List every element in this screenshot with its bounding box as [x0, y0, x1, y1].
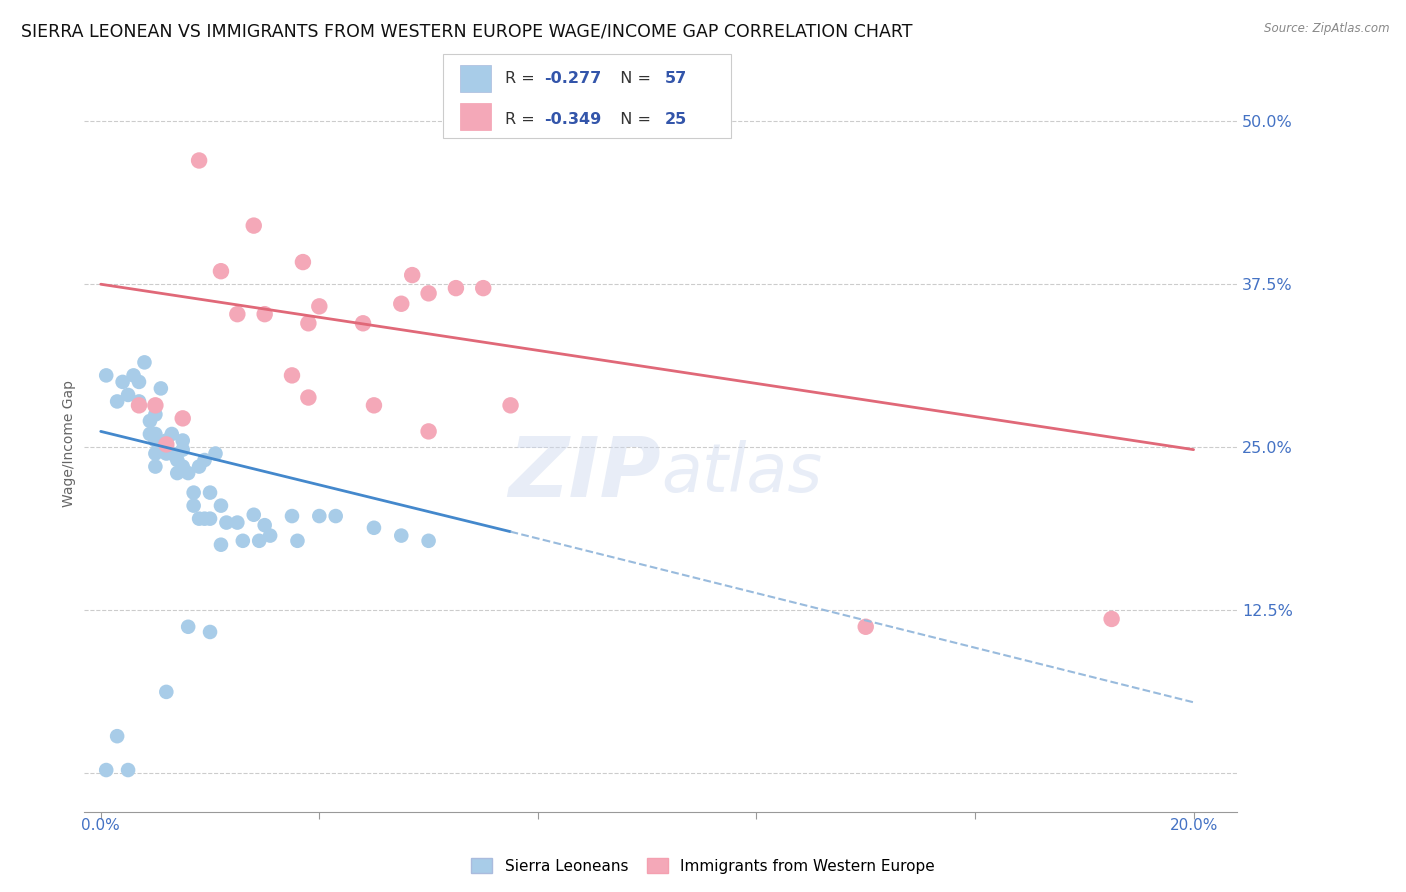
Point [1101, 612, 1123, 626]
Point [128, 375, 150, 389]
Point [215, 516, 238, 530]
Point [855, 620, 877, 634]
Text: R =: R = [505, 112, 540, 128]
Text: SIERRA LEONEAN VS IMMIGRANTS FROM WESTERN EUROPE WAGE/INCOME GAP CORRELATION CHA: SIERRA LEONEAN VS IMMIGRANTS FROM WESTER… [21, 22, 912, 40]
Point [139, 427, 162, 442]
Point [128, 398, 150, 412]
Point [363, 398, 385, 412]
Text: atlas: atlas [661, 441, 823, 506]
Point [172, 442, 194, 457]
Point [247, 533, 270, 548]
Point [183, 485, 205, 500]
Point [281, 509, 304, 524]
Point [139, 414, 162, 428]
Point [172, 459, 194, 474]
Point [281, 368, 304, 383]
Point [134, 355, 156, 369]
Point [160, 446, 183, 460]
Text: 25: 25 [665, 112, 688, 128]
Point [172, 411, 194, 425]
Point [363, 521, 385, 535]
Point [193, 511, 215, 525]
Point [105, 394, 128, 409]
Point [117, 388, 139, 402]
Point [177, 466, 200, 480]
Point [226, 307, 249, 321]
Point [232, 533, 254, 548]
Point [242, 219, 264, 233]
Y-axis label: Wage/Income Gap: Wage/Income Gap [62, 380, 76, 508]
Point [472, 281, 495, 295]
Point [308, 509, 330, 524]
Point [166, 453, 188, 467]
Point [177, 620, 200, 634]
Point [155, 437, 177, 451]
Point [198, 511, 221, 525]
Point [96, 763, 118, 777]
Text: N =: N = [610, 71, 657, 87]
Point [226, 516, 249, 530]
Point [96, 368, 118, 383]
Point [198, 485, 221, 500]
Point [209, 499, 232, 513]
Point [145, 434, 167, 448]
Text: 20.0%: 20.0% [1170, 818, 1218, 833]
Point [198, 624, 221, 639]
Point [117, 763, 139, 777]
Point [389, 297, 412, 311]
Point [209, 264, 232, 278]
Point [297, 391, 319, 405]
Text: R =: R = [505, 71, 540, 87]
Point [259, 528, 281, 542]
Text: -0.349: -0.349 [544, 112, 602, 128]
Point [128, 394, 150, 409]
Point [253, 518, 276, 533]
Point [105, 729, 128, 743]
Point [188, 459, 211, 474]
Point [160, 427, 183, 442]
Legend: Sierra Leoneans, Immigrants from Western Europe: Sierra Leoneans, Immigrants from Western… [465, 852, 941, 880]
Point [149, 381, 172, 395]
Point [183, 499, 205, 513]
Point [444, 281, 467, 295]
Point [253, 307, 276, 321]
Text: ZIP: ZIP [508, 433, 661, 514]
Text: 57: 57 [665, 71, 688, 87]
Point [352, 316, 374, 330]
Point [204, 446, 226, 460]
Text: N =: N = [610, 112, 657, 128]
Point [389, 528, 412, 542]
Point [145, 427, 167, 442]
Point [155, 685, 177, 699]
Point [155, 446, 177, 460]
Point [172, 434, 194, 448]
Point [209, 538, 232, 552]
Point [166, 466, 188, 480]
Point [155, 434, 177, 448]
Point [287, 533, 309, 548]
Point [188, 511, 211, 525]
Text: -0.277: -0.277 [544, 71, 602, 87]
Point [188, 153, 211, 168]
Point [145, 446, 167, 460]
Point [145, 459, 167, 474]
Point [308, 299, 330, 313]
Point [111, 375, 134, 389]
Point [145, 408, 167, 422]
Point [122, 368, 145, 383]
Point [193, 453, 215, 467]
Point [418, 425, 440, 439]
Text: 0.0%: 0.0% [82, 818, 120, 833]
Point [297, 316, 319, 330]
Point [291, 255, 314, 269]
Point [401, 268, 423, 282]
Point [242, 508, 264, 522]
Point [499, 398, 522, 412]
Text: Source: ZipAtlas.com: Source: ZipAtlas.com [1264, 22, 1389, 36]
Point [325, 509, 347, 524]
Point [145, 398, 167, 412]
Point [418, 533, 440, 548]
Point [418, 286, 440, 301]
